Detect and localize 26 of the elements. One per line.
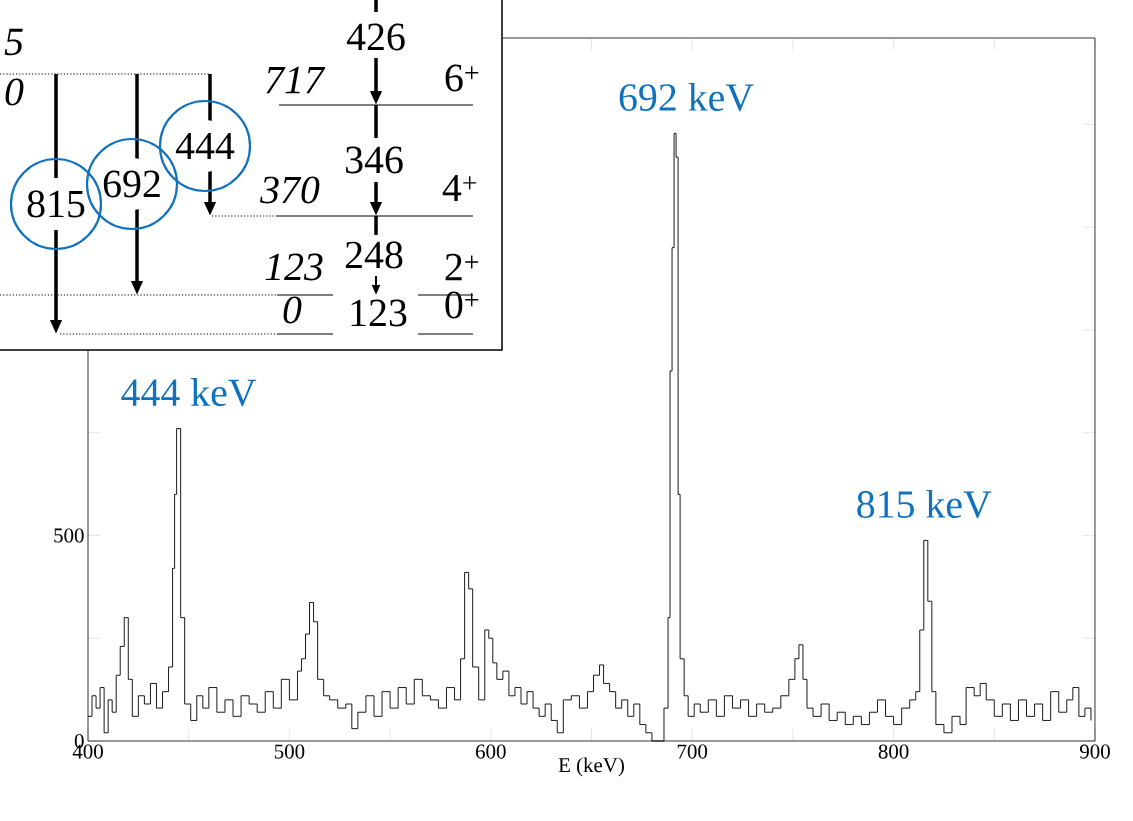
annotation: 123 xyxy=(265,253,323,281)
x-tick-label: 700 xyxy=(677,744,708,759)
annotation: 370 xyxy=(260,176,320,204)
annotation: 444 xyxy=(175,132,235,160)
annotation: 692 xyxy=(103,170,160,198)
annotation: 717 xyxy=(266,66,326,94)
x-tick-label: 800 xyxy=(878,744,909,759)
annotation: 2$^{+}$ xyxy=(445,253,479,281)
text: 815 xyxy=(27,190,85,218)
x-tick-label: 600 xyxy=(476,744,506,759)
annotation: 815 keV xyxy=(857,489,992,519)
x-tick-label: 900 xyxy=(1079,744,1110,759)
x-tick-label: 500 xyxy=(274,744,305,759)
annotation: 444 keV xyxy=(121,378,257,407)
x-axis-title: E (keV) xyxy=(558,757,624,777)
annotation: 346 xyxy=(346,146,403,174)
annotation: 6$^{+}$ xyxy=(445,64,479,92)
annotation: 4$^{+}$ xyxy=(442,174,477,202)
annotation: 426 xyxy=(346,23,405,51)
annotation: 123 xyxy=(351,299,407,327)
annotation: 0 xyxy=(283,296,302,324)
annotation: 0$^{+}$ xyxy=(445,291,479,319)
annotation: 692 keV xyxy=(619,82,754,112)
annotation: 248 xyxy=(345,241,403,269)
text: 0 xyxy=(5,78,24,106)
text: 5 xyxy=(4,28,23,56)
